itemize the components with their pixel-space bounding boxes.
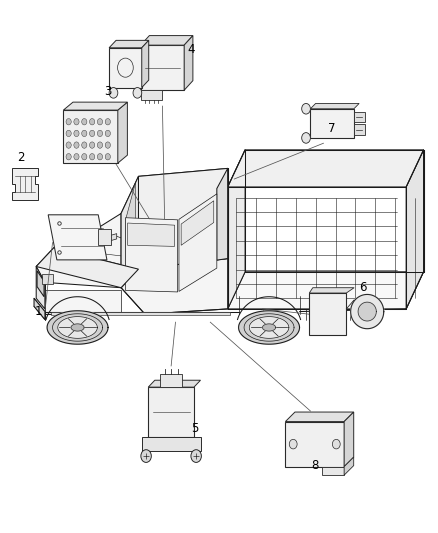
Polygon shape [37,271,44,297]
Polygon shape [181,201,214,245]
Bar [42,274,53,284]
Polygon shape [36,266,45,309]
Circle shape [66,154,71,160]
Polygon shape [36,248,138,288]
Polygon shape [127,223,175,246]
Polygon shape [184,36,193,90]
Polygon shape [118,102,127,163]
Circle shape [97,118,102,125]
Polygon shape [45,290,121,312]
Polygon shape [58,317,97,338]
Text: 6: 6 [359,281,366,294]
Polygon shape [228,150,424,187]
Circle shape [66,142,71,148]
Polygon shape [354,112,365,122]
Polygon shape [309,293,346,335]
Polygon shape [121,176,138,288]
Polygon shape [125,183,135,281]
Polygon shape [141,36,193,45]
Circle shape [105,142,110,148]
Circle shape [89,118,95,125]
Circle shape [109,87,118,98]
Circle shape [97,142,102,148]
Polygon shape [286,412,354,422]
Polygon shape [179,194,217,292]
Circle shape [141,450,151,463]
Polygon shape [64,102,127,110]
Polygon shape [358,302,376,321]
Polygon shape [45,312,228,314]
Circle shape [97,154,102,160]
Circle shape [89,154,95,160]
Circle shape [66,130,71,136]
Circle shape [97,130,102,136]
Polygon shape [109,41,149,48]
Text: 3: 3 [104,85,112,98]
Polygon shape [138,168,228,269]
Text: 5: 5 [191,422,199,435]
Polygon shape [148,387,194,438]
Text: 4: 4 [187,43,194,55]
Polygon shape [141,45,184,90]
Polygon shape [98,229,111,245]
Circle shape [105,154,110,160]
Polygon shape [148,380,201,387]
Polygon shape [217,168,228,260]
Polygon shape [71,324,84,331]
Text: 1: 1 [35,305,42,318]
Polygon shape [228,150,245,309]
Circle shape [302,103,311,114]
Circle shape [82,118,87,125]
Polygon shape [125,217,178,292]
Polygon shape [51,312,230,316]
Polygon shape [141,90,162,100]
Circle shape [105,130,110,136]
Polygon shape [322,467,344,475]
Circle shape [302,133,311,143]
Polygon shape [351,294,384,329]
Circle shape [82,130,87,136]
Polygon shape [48,215,107,260]
Polygon shape [160,374,182,387]
Circle shape [105,118,110,125]
Text: 2: 2 [17,151,25,164]
Circle shape [82,142,87,148]
Polygon shape [309,288,354,293]
Circle shape [191,450,201,463]
Circle shape [332,439,340,449]
Polygon shape [47,311,108,344]
Polygon shape [121,187,228,314]
Polygon shape [239,311,300,344]
Polygon shape [262,324,276,331]
Text: 8: 8 [311,459,318,472]
Polygon shape [344,412,354,467]
Polygon shape [228,272,424,309]
Polygon shape [12,168,39,200]
Circle shape [289,439,297,449]
Circle shape [74,154,79,160]
Polygon shape [109,48,142,87]
Circle shape [74,118,79,125]
Circle shape [133,87,142,98]
Polygon shape [249,317,289,338]
Polygon shape [64,110,118,163]
Polygon shape [311,103,359,109]
Polygon shape [311,109,354,138]
Polygon shape [406,150,424,309]
Circle shape [74,130,79,136]
Polygon shape [36,214,121,288]
Text: 7: 7 [328,122,336,135]
Polygon shape [34,298,45,319]
Polygon shape [286,422,344,467]
Circle shape [89,142,95,148]
Polygon shape [110,233,117,241]
Circle shape [82,154,87,160]
Circle shape [89,130,95,136]
Polygon shape [344,457,354,475]
Circle shape [74,142,79,148]
Polygon shape [354,124,365,135]
Polygon shape [142,41,149,87]
Polygon shape [142,438,201,451]
Circle shape [66,118,71,125]
